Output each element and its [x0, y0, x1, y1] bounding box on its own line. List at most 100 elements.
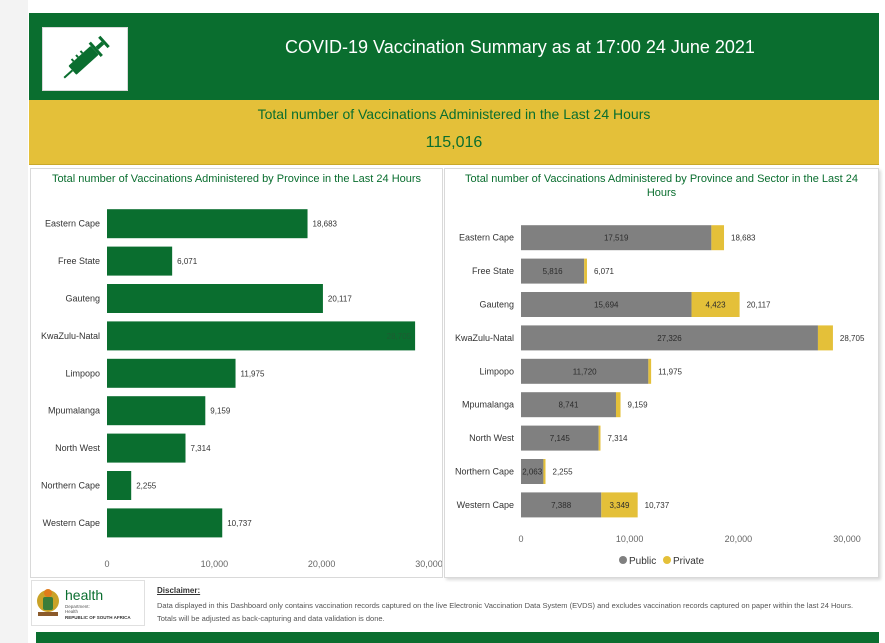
side-stripe — [0, 0, 28, 643]
province-chart-title: Total number of Vaccinations Administere… — [51, 173, 422, 185]
y-tick-label: Western Cape — [43, 518, 100, 528]
data-label-total: 10,737 — [645, 501, 670, 510]
bar-public — [521, 392, 616, 418]
bar-private — [615, 392, 621, 418]
legend-marker-public — [619, 556, 627, 564]
x-tick-label: 30,000 — [415, 559, 442, 569]
data-label-total: 28,705 — [840, 334, 865, 343]
health-logo-sub: REPUBLIC OF SOUTH AFRICA — [65, 615, 131, 620]
bar — [107, 433, 186, 463]
bottom-bar — [36, 632, 879, 643]
data-label: 6,071 — [177, 257, 198, 266]
legend-label-public: Public — [629, 556, 656, 567]
y-tick-label: Eastern Cape — [45, 219, 100, 229]
bar-private — [584, 258, 587, 284]
bar — [107, 284, 323, 313]
x-tick-label: 10,000 — [201, 559, 229, 569]
bar — [107, 508, 223, 538]
data-label-public: 11,720 — [573, 367, 597, 376]
health-logo-word: health — [65, 587, 103, 603]
data-label: 28,705 — [387, 332, 412, 341]
disclaimer-text: Data displayed in this Dashboard only co… — [157, 601, 854, 623]
y-tick-label: Northern Cape — [455, 467, 514, 477]
coat-of-arms-icon — [37, 589, 59, 616]
logo-box — [42, 27, 128, 91]
x-tick-label: 20,000 — [725, 534, 753, 544]
data-label-private: 3,349 — [609, 501, 630, 510]
footer: health Department: Health REPUBLIC OF SO… — [29, 578, 879, 630]
total-banner: Total number of Vaccinations Administere… — [29, 100, 879, 165]
province-bar-chart: Eastern Cape 18,683 Free State 6,071 Gauteng… — [41, 209, 443, 569]
syringe-icon — [63, 35, 110, 79]
legend-label-private: Private — [673, 556, 705, 567]
bar-private — [598, 425, 601, 451]
x-tick-label: 0 — [104, 559, 109, 569]
data-label: 20,117 — [328, 295, 352, 304]
data-label-public: 17,519 — [604, 234, 629, 243]
data-label-total: 6,071 — [594, 267, 615, 276]
x-tick-label: 10,000 — [616, 534, 644, 544]
legend-marker-private — [663, 556, 671, 564]
y-tick-label: Limpopo — [65, 368, 100, 378]
y-tick-label: Mpumalanga — [48, 406, 100, 416]
data-label: 11,975 — [241, 369, 265, 378]
dashboard-header: COVID-19 Vaccination Summary as at 17:00… — [29, 13, 879, 100]
data-label-total: 7,314 — [607, 434, 628, 443]
y-tick-label: Western Cape — [457, 500, 514, 510]
data-label: 9,159 — [210, 407, 231, 416]
data-label-total: 18,683 — [731, 234, 756, 243]
y-tick-label: Free State — [58, 256, 100, 266]
y-tick-label: Mpumalanga — [462, 400, 514, 410]
data-label-total: 2,255 — [553, 468, 574, 477]
bar-public — [521, 325, 818, 351]
data-label-total: 20,117 — [747, 301, 771, 310]
data-label-public: 5,816 — [543, 267, 564, 276]
bar-public — [521, 492, 602, 518]
bar-public — [521, 258, 585, 284]
data-label-public: 7,388 — [551, 501, 572, 510]
health-logo-sub: Health — [65, 609, 79, 614]
dashboard-title: COVID-19 Vaccination Summary as at 17:00… — [285, 37, 755, 57]
y-tick-label: Limpopo — [479, 366, 514, 376]
bar — [107, 358, 236, 388]
x-tick-label: 30,000 — [833, 534, 861, 544]
health-logo-sub: Department: — [65, 604, 90, 609]
y-tick-label: Gauteng — [479, 300, 514, 310]
data-label-total: 9,159 — [628, 401, 649, 410]
bar-private — [817, 325, 833, 351]
bar-private — [543, 459, 546, 484]
banner-total-value: 115,016 — [425, 134, 483, 151]
x-tick-label: 20,000 — [308, 559, 336, 569]
x-tick-label: 0 — [518, 534, 523, 544]
bar — [107, 209, 308, 239]
bar-public — [521, 425, 599, 451]
y-tick-label: Northern Cape — [41, 481, 100, 491]
sector-chart-title: Total number of Vaccinations Administere… — [465, 173, 858, 199]
y-tick-label: North West — [55, 443, 100, 453]
y-tick-label: Eastern Cape — [459, 233, 514, 243]
bar-public — [521, 225, 712, 251]
data-label-public: 15,694 — [594, 301, 619, 310]
bar — [107, 246, 173, 276]
sector-chart-panel: Total number of Vaccinations Administere… — [444, 168, 879, 578]
banner-title: Total number of Vaccinations Administere… — [257, 106, 651, 122]
bar — [107, 471, 132, 500]
data-label: 10,737 — [227, 519, 252, 528]
bar-private — [691, 292, 740, 317]
bar-public — [521, 459, 544, 484]
bar-public — [521, 292, 692, 317]
disclaimer-title: Disclaimer: — [157, 586, 201, 595]
y-tick-label: KwaZulu-Natal — [455, 333, 514, 343]
province-chart-panel: Total number of Vaccinations Administere… — [30, 168, 443, 578]
data-label-public: 27,326 — [657, 334, 682, 343]
bar-public — [521, 358, 649, 384]
bar — [107, 321, 416, 351]
data-label: 18,683 — [313, 220, 338, 229]
data-label-total: 11,975 — [658, 367, 682, 376]
data-label: 2,255 — [136, 482, 157, 491]
bar — [107, 396, 206, 426]
health-department-logo: health Department: Health REPUBLIC OF SO… — [31, 580, 145, 626]
data-label-public: 2,063 — [522, 468, 543, 477]
y-tick-label: Gauteng — [65, 294, 100, 304]
y-tick-label: KwaZulu-Natal — [41, 331, 100, 341]
